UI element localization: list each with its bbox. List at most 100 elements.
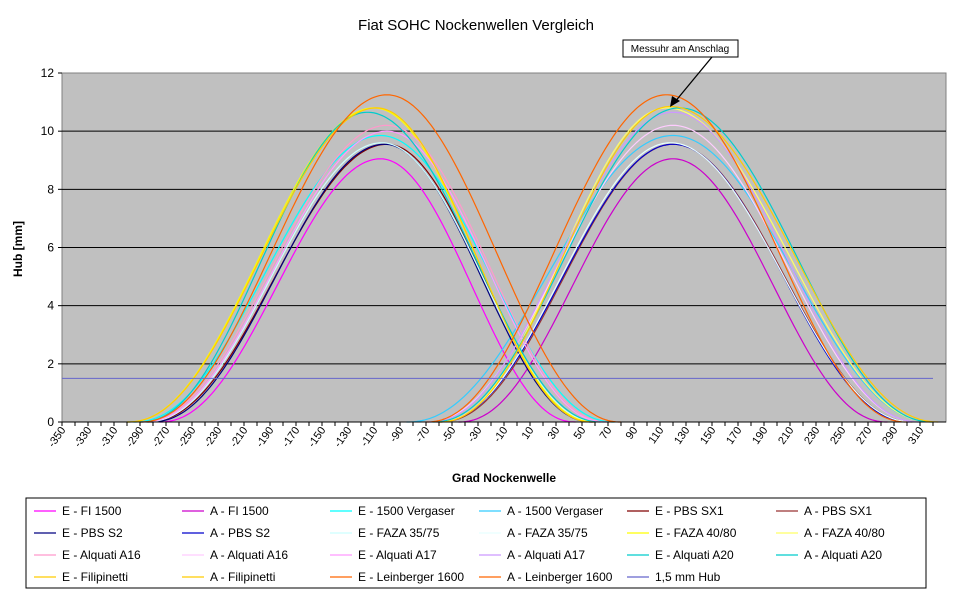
series-line-e-alquati-a16: [140, 124, 608, 423]
annotation-box: [622, 39, 739, 58]
legend-item: 1,5 mm Hub: [627, 570, 721, 584]
x-tick-label: 50: [572, 425, 589, 442]
x-axis: -350 -330 -310 -290 -270 -250 -230 -210 -190 -170…: [46, 421, 946, 450]
y-tick-label: 0: [47, 415, 54, 429]
x-tick-label: 90: [624, 425, 641, 442]
y-tick-label: 12: [41, 66, 55, 80]
legend-label: A - PBS S2: [210, 526, 270, 540]
legend-label: 1,5 mm Hub: [655, 570, 721, 584]
x-tick-label: -170: [280, 425, 302, 450]
series-line-e-1500-vergaser: [133, 134, 615, 423]
x-tick-label: -230: [202, 425, 224, 450]
legend-label: E - FI 1500: [62, 504, 122, 518]
legend-label: E - PBS SX1: [655, 504, 724, 518]
series-line-a-leinberger-1600: [426, 94, 907, 423]
legend-label: E - Alquati A20: [655, 548, 734, 562]
x-tick-label: -70: [414, 425, 433, 445]
x-tick-label: 10: [520, 425, 537, 442]
legend-label: A - 1500 Vergaser: [507, 504, 603, 518]
x-tick-label: 170: [724, 425, 744, 447]
x-tick-label: 150: [698, 425, 718, 447]
y-tick-label: 4: [47, 299, 54, 313]
series-line-a-1500-vergaser: [406, 134, 932, 423]
legend-label: A - Filipinetti: [210, 570, 275, 584]
legend-label: A - Alquati A20: [804, 548, 882, 562]
x-tick-label: 270: [854, 425, 874, 447]
y-tick-label: 8: [47, 182, 54, 196]
series-line-e-filipinetti: [127, 107, 593, 423]
legend-item: A - FAZA 40/80: [776, 526, 885, 540]
x-tick-label: -90: [388, 425, 407, 445]
annotation-text: Messuhr am Anschlag: [631, 44, 729, 55]
legend-label: E - Alquati A17: [358, 548, 437, 562]
x-tick-label: -330: [72, 425, 94, 450]
x-tick-label: 230: [802, 425, 822, 447]
series-line-e-alquati-a17: [142, 130, 606, 423]
series-line-e-leinberger-1600: [140, 94, 621, 423]
legend-label: E - Filipinetti: [62, 570, 128, 584]
legend-label: A - FAZA 35/75: [507, 526, 588, 540]
legend-entries: E - FI 1500 A - FI 1500 E - 1500 Vergaser A…: [34, 504, 885, 584]
x-tick-label: -110: [358, 425, 380, 449]
x-tick-label: -50: [440, 425, 459, 445]
legend-item: A - Leinberger 1600: [479, 570, 613, 584]
x-tick-label: -250: [176, 425, 198, 450]
x-tick-label: -270: [150, 425, 172, 450]
x-tick-label: -190: [254, 425, 276, 450]
legend-item: E - PBS S2: [34, 526, 123, 540]
legend-label: E - FAZA 40/80: [655, 526, 737, 540]
legend-label: E - PBS S2: [62, 526, 123, 540]
x-tick-label: 130: [672, 425, 692, 447]
x-tick-label: 110: [647, 425, 667, 446]
legend-item: A - FAZA 35/75: [479, 526, 588, 540]
x-tick-label: -130: [332, 425, 354, 450]
x-tick-label: 310: [906, 425, 926, 447]
x-tick-label: 30: [546, 425, 563, 442]
legend-item: E - Leinberger 1600: [330, 570, 464, 584]
legend-item: E - FAZA 40/80: [627, 526, 737, 540]
legend-item: A - Alquati A16: [182, 548, 288, 562]
series-line-e-fi-1500: [159, 158, 576, 423]
series-line-e-alquati-a20: [140, 111, 601, 423]
legend-item: A - PBS S2: [182, 526, 270, 540]
x-tick-label: 290: [880, 425, 900, 447]
legend-label: A - PBS SX1: [804, 504, 872, 518]
x-tick-label: 190: [750, 425, 770, 447]
series-line-a-alquati-a17: [428, 111, 920, 423]
x-axis-title: Grad Nockenwelle: [452, 471, 556, 485]
y-tick-label: 6: [47, 241, 54, 255]
x-tick-label: -10: [492, 425, 511, 445]
y-axis-title: Hub [mm]: [11, 221, 25, 277]
legend-item: A - Alquati A17: [479, 548, 585, 562]
series-line-e-faza-40-80: [127, 107, 595, 423]
legend-label: E - FAZA 35/75: [358, 526, 440, 540]
legend: [25, 497, 927, 589]
series-line-a-pbs-s2: [436, 143, 910, 423]
annotation-callout: Messuhr am Anschlag: [622, 39, 739, 107]
x-tick-label: -290: [124, 425, 146, 450]
x-tick-label: 210: [776, 425, 796, 447]
chart-title: Fiat SOHC Nockenwellen Vergleich: [358, 17, 594, 34]
y-tick-label: 2: [47, 357, 54, 371]
legend-item: E - Filipinetti: [34, 570, 128, 584]
series-line-a-filipinetti: [439, 105, 939, 423]
legend-item: A - FI 1500: [182, 504, 269, 518]
legend-item: E - FAZA 35/75: [330, 526, 440, 540]
y-tick-label: 10: [41, 124, 55, 138]
legend-item: E - Alquati A16: [34, 548, 141, 562]
legend-label: E - Alquati A16: [62, 548, 141, 562]
annotation-arrowhead: [670, 96, 680, 107]
series-lines: [62, 94, 939, 423]
x-tick-label: 250: [828, 425, 848, 447]
x-tick-label: 70: [598, 425, 615, 442]
legend-item: A - Filipinetti: [182, 570, 275, 584]
legend-item: E - 1500 Vergaser: [330, 504, 455, 518]
legend-label: A - FI 1500: [210, 504, 269, 518]
legend-label: E - Leinberger 1600: [358, 570, 464, 584]
legend-item: A - PBS SX1: [776, 504, 872, 518]
x-tick-label: -210: [228, 425, 250, 450]
y-axis: 0 2 4 6 8 10 12: [41, 66, 62, 429]
legend-label: E - 1500 Vergaser: [358, 504, 455, 518]
legend-item: E - PBS SX1: [627, 504, 724, 518]
